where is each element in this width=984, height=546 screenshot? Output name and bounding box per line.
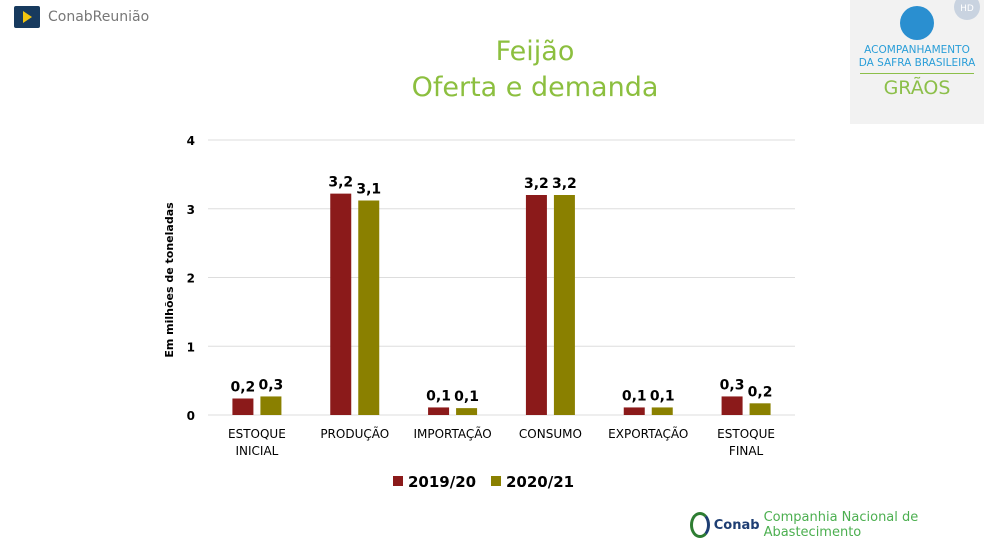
- x-tick-label: PRODUÇÃO: [320, 426, 389, 441]
- legend-swatch: [491, 476, 501, 486]
- bar-2020/21: [456, 408, 478, 415]
- x-tick-label: IMPORTAÇÃO: [413, 426, 491, 441]
- y-tick-label: 2: [187, 272, 195, 286]
- logo-line2: DA SAFRA BRASILEIRA: [858, 57, 976, 69]
- data-label: 3,2: [328, 175, 353, 191]
- y-tick-label: 0: [187, 409, 195, 423]
- footer-text: Companhia Nacional de Abastecimento: [763, 510, 919, 540]
- legend-label: 2019/20: [408, 473, 476, 491]
- bar-2020/21: [651, 407, 673, 415]
- bar-2019/20: [232, 398, 254, 415]
- app-title: ConabReunião: [48, 9, 150, 25]
- x-tick-label: CONSUMO: [519, 427, 582, 441]
- chart-title-line2: Oferta e demanda: [411, 72, 659, 103]
- bar-2020/21: [260, 396, 282, 415]
- data-label: 0,1: [650, 388, 675, 404]
- y-tick-label: 1: [187, 340, 195, 354]
- y-tick-label: 3: [187, 203, 195, 217]
- data-label: 0,1: [622, 388, 647, 404]
- bar-2019/20: [428, 407, 450, 415]
- x-tick-label: ESTOQUE: [717, 427, 775, 441]
- drop-hand-icon: [900, 6, 934, 40]
- bar-2020/21: [358, 200, 380, 415]
- data-label: 0,2: [231, 380, 256, 396]
- conab-icon: [690, 512, 710, 538]
- x-tick-label: EXPORTAÇÃO: [608, 426, 688, 441]
- data-label: 0,1: [454, 389, 479, 405]
- x-tick-label: INICIAL: [235, 444, 278, 458]
- footer-brand: Conab: [713, 517, 760, 533]
- data-label: 3,2: [552, 176, 577, 192]
- bar-2019/20: [623, 407, 645, 415]
- bar-2019/20: [330, 193, 352, 415]
- app-header: ConabReunião: [14, 6, 149, 28]
- chart-title: Feijão Oferta e demanda: [0, 34, 984, 106]
- play-icon: [14, 6, 40, 28]
- legend-swatch: [393, 476, 403, 486]
- bar-2020/21: [553, 195, 575, 415]
- data-label: 0,3: [259, 377, 284, 393]
- legend-label: 2020/21: [506, 473, 574, 491]
- chart-title-line1: Feijão: [495, 36, 575, 67]
- data-label: 0,1: [426, 388, 451, 404]
- data-label: 0,3: [720, 377, 745, 393]
- y-axis-label: Em milhões de toneladas: [163, 202, 176, 358]
- data-label: 3,2: [524, 176, 549, 192]
- logo-line1: ACOMPANHAMENTO: [864, 44, 970, 56]
- logo-divider: [860, 73, 974, 74]
- hd-badge[interactable]: HD: [954, 0, 980, 20]
- x-tick-label: FINAL: [729, 444, 764, 458]
- data-label: 3,1: [356, 182, 381, 198]
- x-tick-label: ESTOQUE: [228, 427, 286, 441]
- safra-logo: HD ACOMPANHAMENTO DA SAFRA BRASILEIRA GR…: [850, 0, 984, 124]
- logo-line3: GRÃOS: [883, 77, 951, 99]
- bar-2020/21: [749, 403, 771, 415]
- bar-2019/20: [721, 396, 743, 415]
- y-tick-label: 4: [187, 134, 195, 148]
- data-label: 0,2: [748, 384, 773, 400]
- bar-2019/20: [525, 195, 547, 415]
- footer-logo: Conab Companhia Nacional de Abasteciment…: [690, 510, 984, 540]
